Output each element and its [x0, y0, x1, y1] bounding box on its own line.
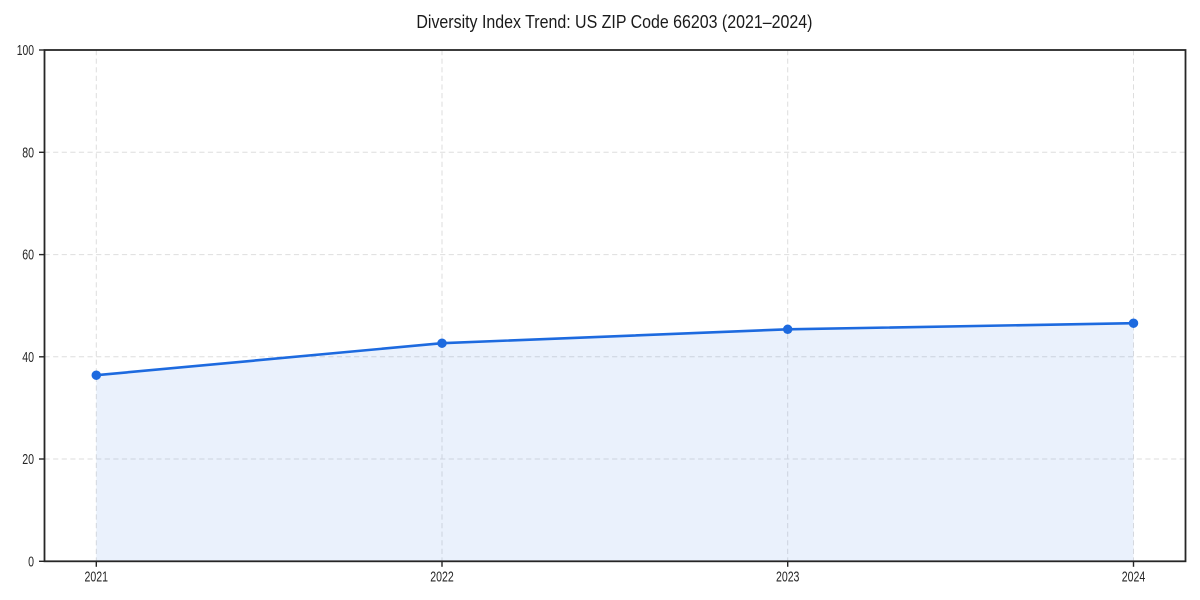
svg-text:40: 40	[22, 349, 34, 366]
svg-text:60: 60	[22, 247, 34, 264]
svg-text:Diversity Index Trend: US ZIP: Diversity Index Trend: US ZIP Code 66203…	[416, 11, 812, 32]
svg-text:2021: 2021	[85, 569, 109, 586]
svg-text:2024: 2024	[1122, 569, 1146, 586]
svg-text:20: 20	[22, 451, 34, 468]
svg-text:80: 80	[22, 144, 34, 161]
svg-text:2023: 2023	[776, 569, 800, 586]
svg-text:100: 100	[17, 42, 34, 59]
svg-text:0: 0	[28, 553, 34, 570]
svg-text:2022: 2022	[430, 569, 454, 586]
